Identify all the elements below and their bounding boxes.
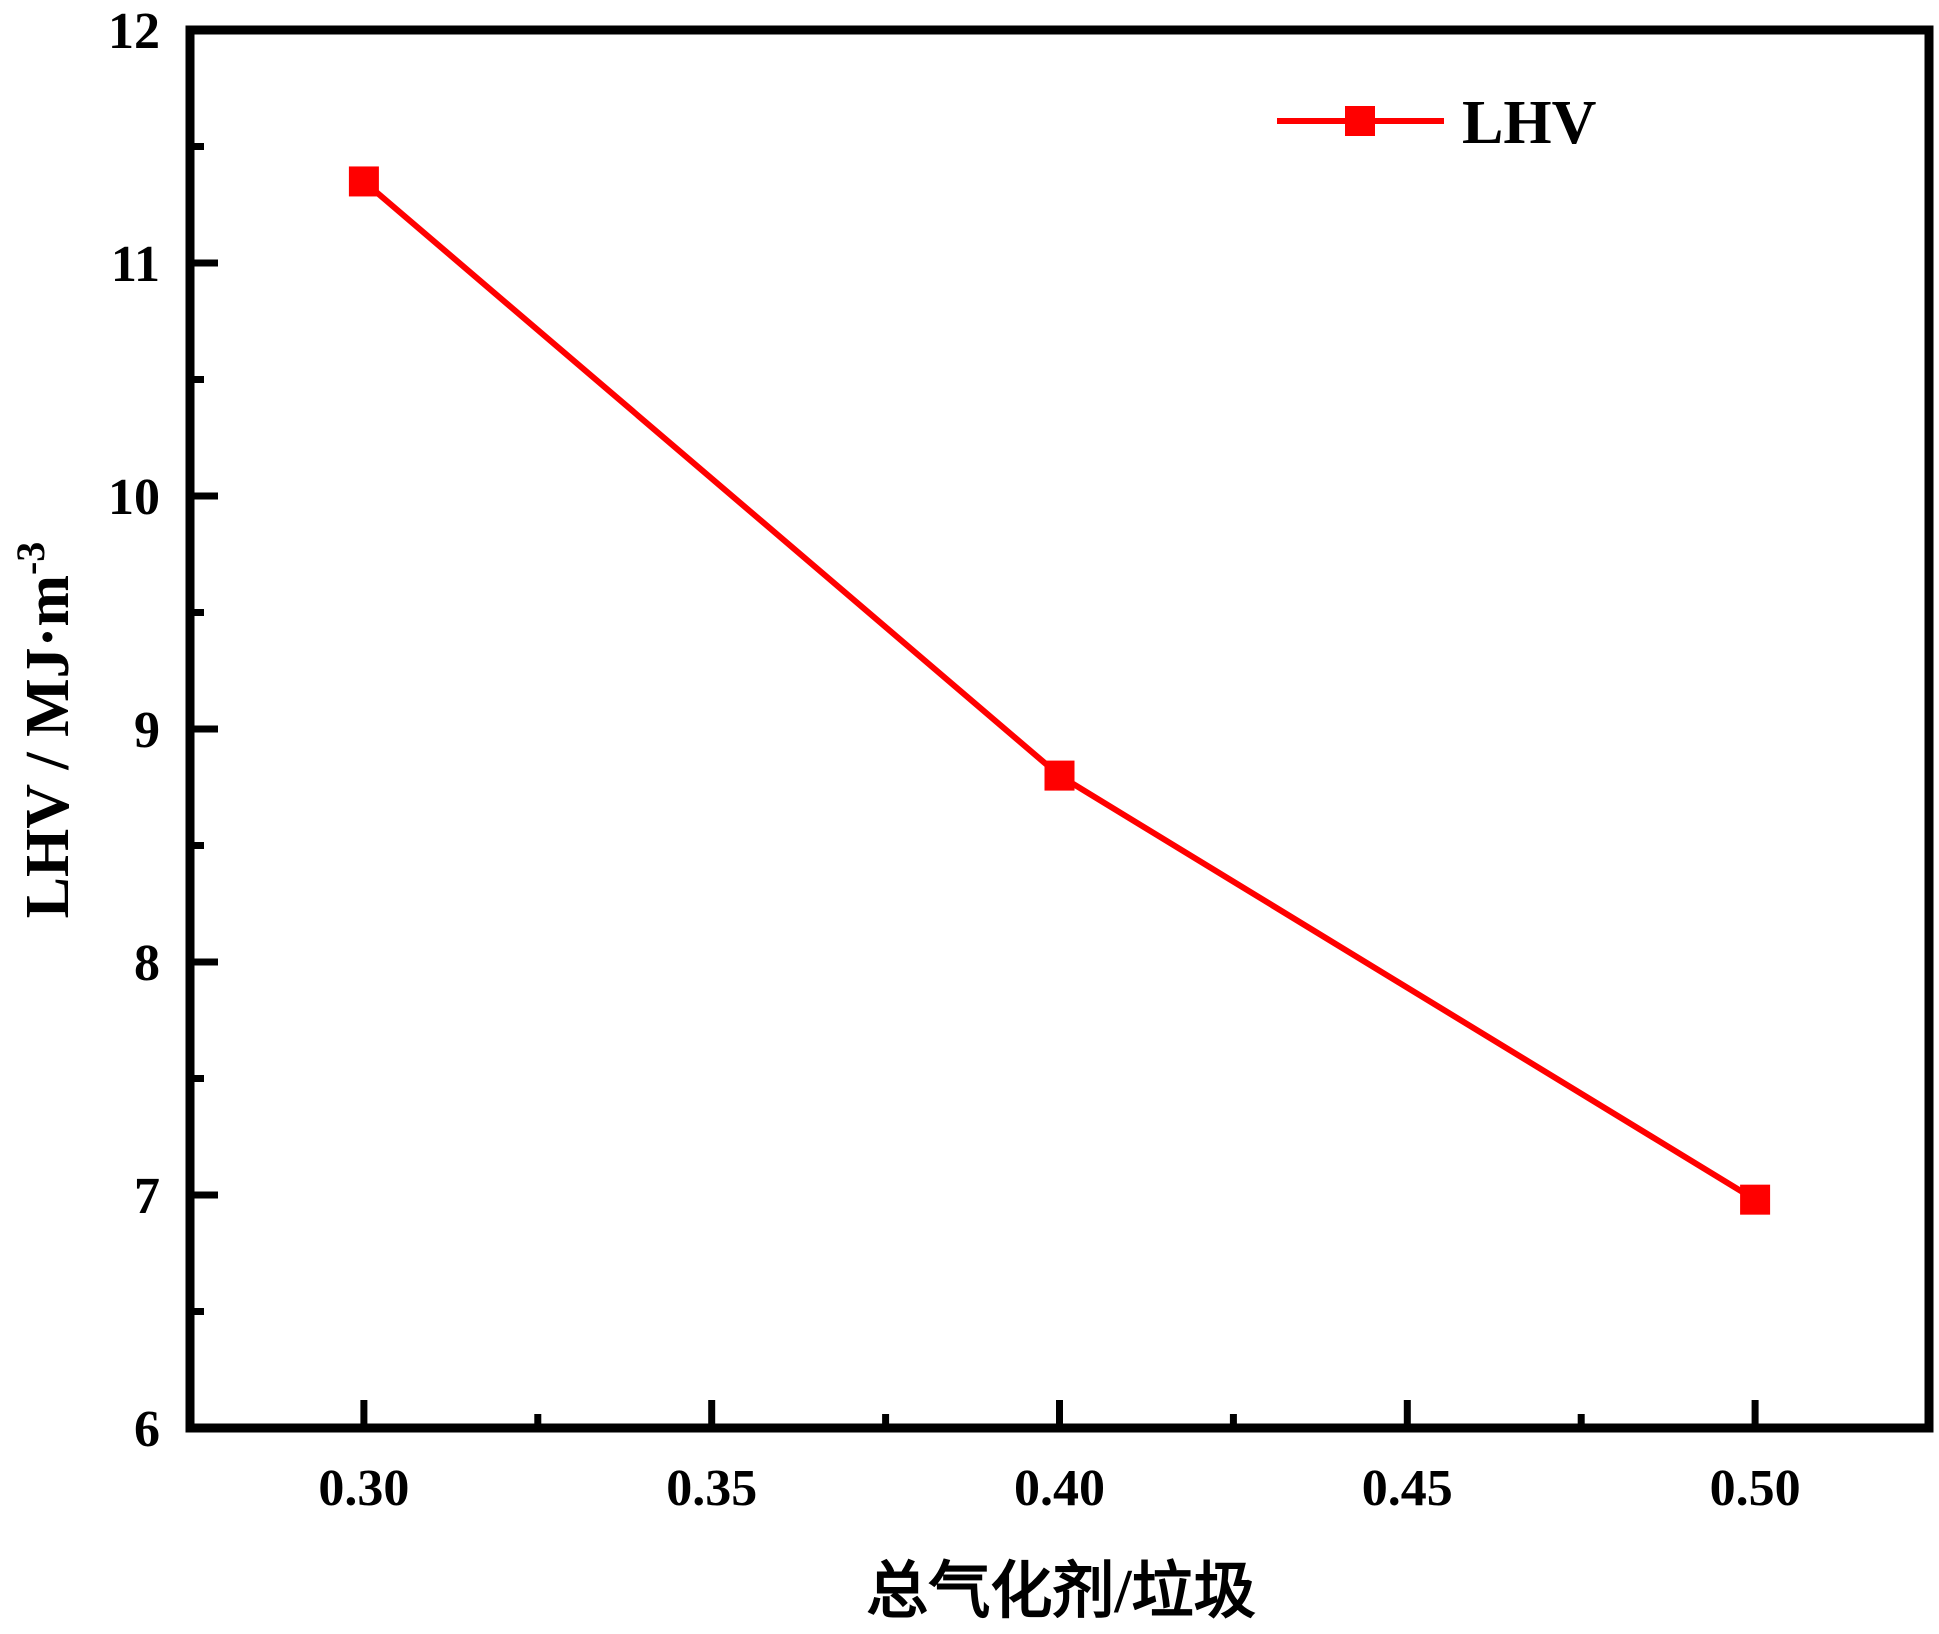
series-lhv bbox=[348, 166, 1771, 1215]
y-axis-title-superscript: -3 bbox=[8, 542, 53, 575]
x-axis-title: 总气化剂/垃圾 bbox=[866, 1557, 1255, 1626]
series-line bbox=[361, 179, 1757, 1203]
y-axis-title-main: LHV / MJ·m bbox=[14, 575, 82, 918]
data-point-marker bbox=[1740, 1184, 1771, 1215]
y-tick-label: 8 bbox=[134, 935, 160, 992]
legend-marker bbox=[1345, 106, 1375, 136]
y-tick-label: 9 bbox=[134, 702, 160, 759]
y-tick-label: 6 bbox=[134, 1401, 160, 1458]
x-tick-label: 0.30 bbox=[318, 1460, 409, 1517]
axis-ticks bbox=[186, 26, 1933, 1432]
y-tick-label: 7 bbox=[134, 1168, 160, 1225]
data-point-marker bbox=[348, 166, 379, 197]
legend: LHV bbox=[1277, 89, 1597, 157]
y-tick-label: 11 bbox=[111, 236, 160, 293]
y-tick-label: 10 bbox=[108, 469, 160, 526]
y-tick-label: 12 bbox=[108, 3, 160, 60]
data-point-marker bbox=[1044, 760, 1075, 791]
x-tick-label: 0.45 bbox=[1362, 1460, 1453, 1517]
y-tick-labels: 6 7 8 9 10 11 12 bbox=[108, 3, 160, 1458]
y-axis-title: LHV / MJ·m-3 bbox=[8, 542, 82, 919]
x-tick-label: 0.50 bbox=[1710, 1460, 1801, 1517]
plot-frame bbox=[185, 25, 1934, 1433]
legend-label: LHV bbox=[1462, 89, 1597, 157]
x-tick-label: 0.40 bbox=[1014, 1460, 1105, 1517]
x-tick-label: 0.35 bbox=[666, 1460, 757, 1517]
x-tick-labels: 0.30 0.35 0.40 0.45 0.50 bbox=[318, 1460, 1800, 1517]
